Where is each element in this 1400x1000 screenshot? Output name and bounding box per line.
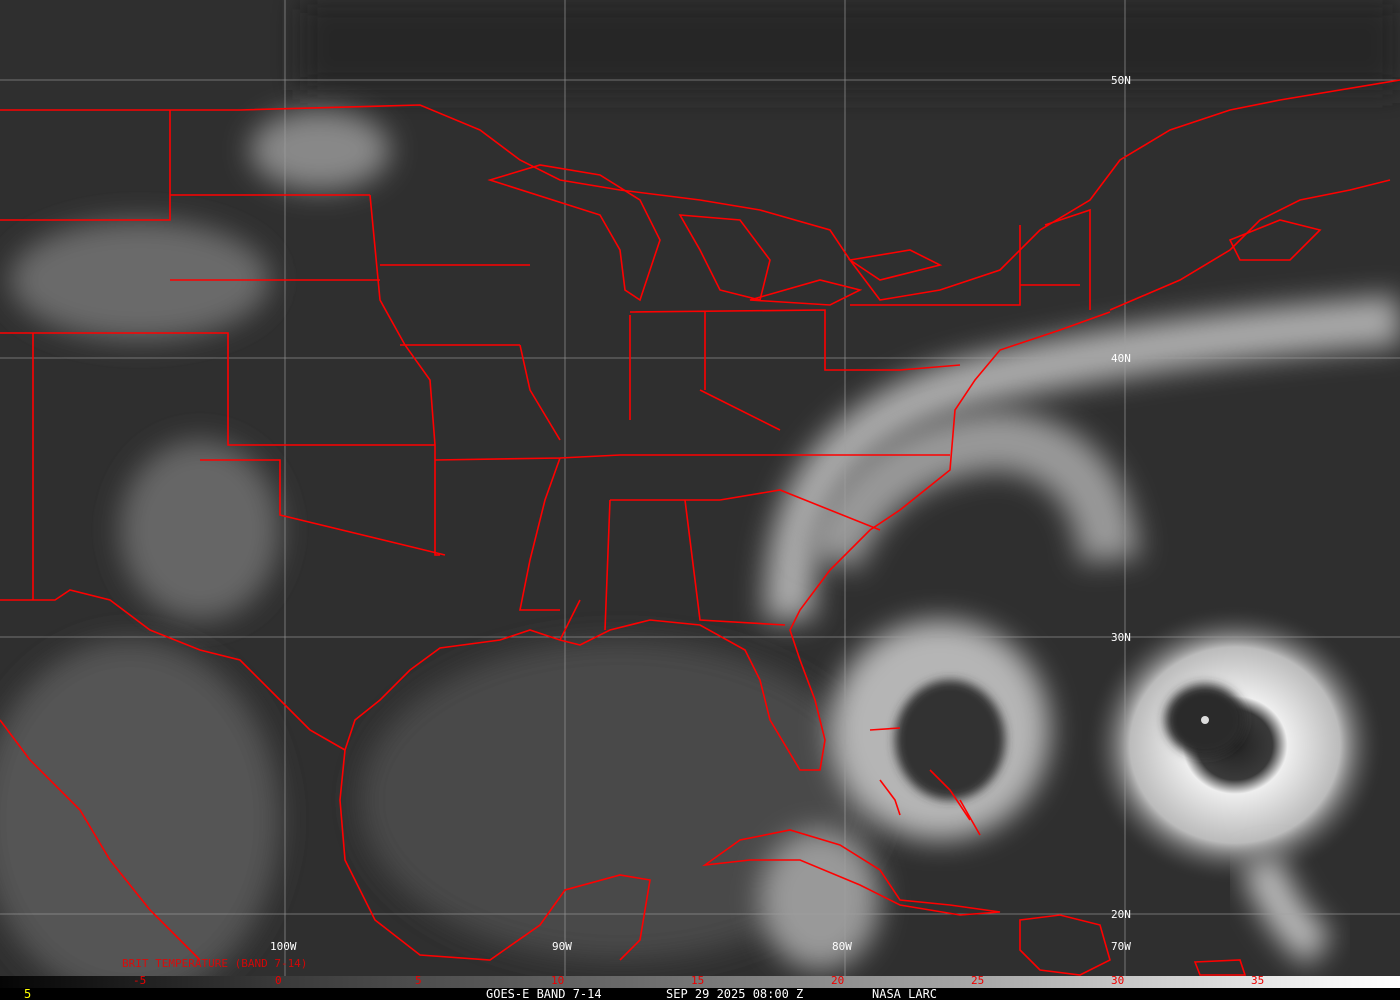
temperature-color-scale (0, 976, 1400, 988)
satellite-band: GOES-E BAND 7-14 (486, 987, 602, 1000)
political-boundaries (0, 79, 1400, 976)
state-borders (0, 110, 1091, 641)
mexico-gulf-coast (339, 749, 651, 961)
legend-title: BRIT TEMPERATURE (BAND 7-14) (122, 957, 308, 970)
puerto-rico (1193, 959, 1247, 976)
info-footer: 5 GOES-E BAND 7-14 SEP 29 2025 08:00 Z N… (0, 987, 1400, 1000)
cuba (702, 829, 1001, 916)
lat-label: 30N (1111, 631, 1131, 644)
canada-maritimes (1109, 179, 1391, 311)
lon-label: 90W (552, 940, 572, 953)
scale-tick: 0 (275, 974, 282, 987)
scale-tick: 30 (1111, 974, 1125, 987)
us-mexico-border (0, 589, 346, 751)
image-source: NASA LARC (872, 987, 938, 1000)
scale-tick: 15 (691, 974, 705, 987)
hispaniola (1019, 914, 1111, 976)
frame-number: 5 (24, 987, 32, 1000)
scale-tick: 5 (415, 974, 422, 987)
lon-label: 100W (270, 940, 297, 953)
bahamas (869, 727, 981, 836)
lon-label: 70W (1111, 940, 1131, 953)
great-lakes (487, 164, 943, 306)
mexico-pacific-coast (0, 719, 201, 961)
scale-tick: 25 (971, 974, 985, 987)
us-east-coast (344, 311, 1111, 771)
lat-label: 50N (1111, 74, 1131, 87)
image-datetime: SEP 29 2025 08:00 Z (666, 987, 804, 1000)
lat-lon-grid (0, 0, 1400, 976)
lat-label: 20N (1111, 908, 1131, 921)
scale-tick: 10 (551, 974, 565, 987)
lat-label: 40N (1111, 352, 1131, 365)
scale-tick: 20 (831, 974, 845, 987)
scale-tick: 35 (1251, 974, 1265, 987)
lon-label: 80W (832, 940, 852, 953)
scale-tick: -5 (133, 974, 147, 987)
